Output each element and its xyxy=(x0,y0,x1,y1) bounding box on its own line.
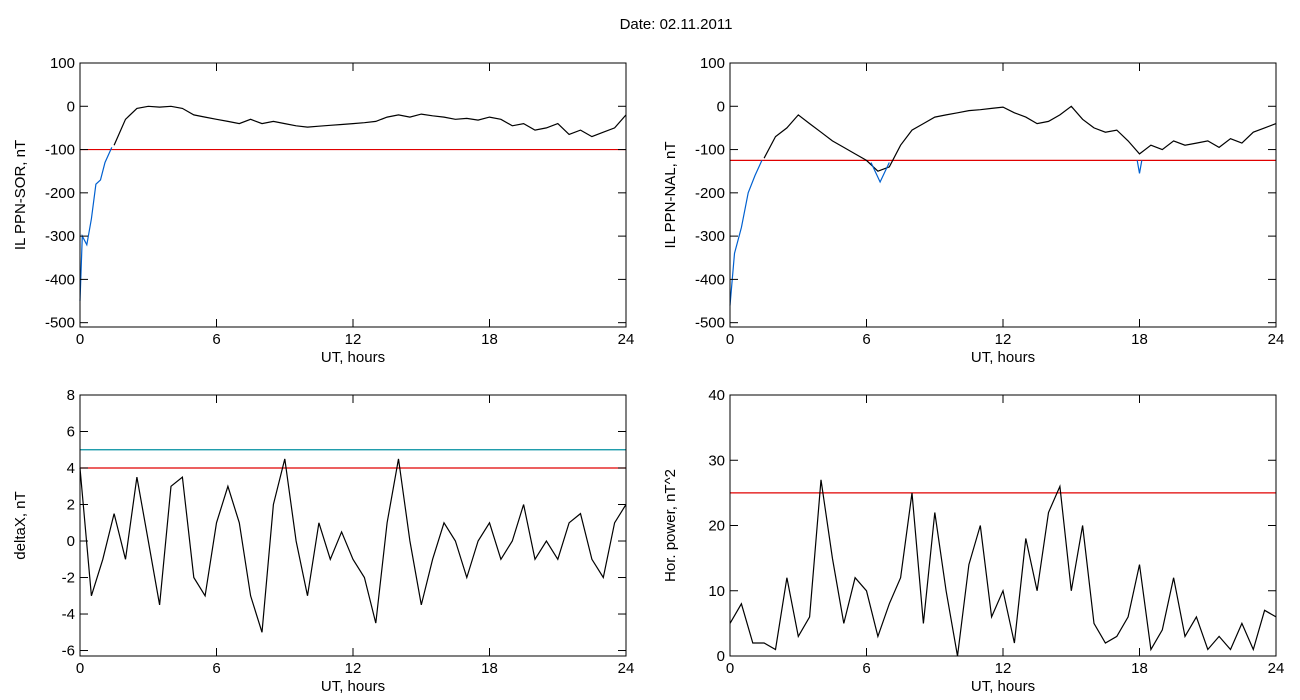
x-tick-label: 0 xyxy=(76,331,84,348)
x-axis-label: UT, hours xyxy=(971,349,1035,366)
x-axis-label: UT, hours xyxy=(321,678,385,695)
x-tick-label: 18 xyxy=(1131,660,1148,677)
x-tick-label: 12 xyxy=(995,660,1012,677)
y-tick-label: -2 xyxy=(62,570,75,587)
y-tick-label: 8 xyxy=(67,387,75,404)
data-line xyxy=(729,479,1277,657)
y-tick-label: -500 xyxy=(695,315,725,332)
y-tick-label: 0 xyxy=(67,533,75,550)
x-tick-label: 6 xyxy=(862,331,870,348)
x-tick-label: 24 xyxy=(1268,660,1285,677)
y-tick-label: 20 xyxy=(708,518,725,535)
data-line xyxy=(729,160,1143,306)
y-tick-label: 0 xyxy=(717,648,725,665)
x-tick-label: 6 xyxy=(212,660,220,677)
x-tick-label: 6 xyxy=(212,331,220,348)
data-line xyxy=(79,147,113,302)
x-tick-label: 24 xyxy=(618,660,635,677)
x-tick-label: 0 xyxy=(726,331,734,348)
y-tick-label: 4 xyxy=(67,460,75,477)
y-tick-label: 6 xyxy=(67,424,75,441)
x-tick-label: 12 xyxy=(345,660,362,677)
x-axis-label: UT, hours xyxy=(321,349,385,366)
y-tick-label: -100 xyxy=(45,142,75,159)
y-axis-label: IL PPN-NAL, nT xyxy=(662,142,679,249)
x-tick-label: 12 xyxy=(345,331,362,348)
y-tick-label: -400 xyxy=(695,271,725,288)
y-tick-label: -200 xyxy=(45,185,75,202)
y-axis-label: IL PPN-SOR, nT xyxy=(12,140,29,250)
y-tick-label: 0 xyxy=(717,98,725,115)
y-tick-label: 40 xyxy=(708,387,725,404)
plot-frame xyxy=(79,394,627,657)
x-tick-label: 0 xyxy=(76,660,84,677)
y-tick-label: -200 xyxy=(695,185,725,202)
plot-frame xyxy=(79,62,627,328)
x-axis-label: UT, hours xyxy=(971,678,1035,695)
y-tick-label: -4 xyxy=(62,606,75,623)
x-tick-label: 24 xyxy=(618,331,635,348)
y-tick-label: -500 xyxy=(45,315,75,332)
y-tick-label: 100 xyxy=(700,55,725,72)
x-tick-label: 0 xyxy=(726,660,734,677)
y-axis-label: Hor. power, nT^2 xyxy=(662,469,679,582)
data-line xyxy=(79,458,627,633)
data-line xyxy=(113,105,627,146)
y-tick-label: 10 xyxy=(708,583,725,600)
x-tick-label: 24 xyxy=(1268,331,1285,348)
plot-frame xyxy=(729,62,1277,328)
y-tick-label: -300 xyxy=(45,228,75,245)
x-tick-label: 18 xyxy=(1131,331,1148,348)
x-tick-label: 18 xyxy=(481,660,498,677)
x-tick-label: 12 xyxy=(995,331,1012,348)
figure-title: Date: 02.11.2011 xyxy=(620,16,733,33)
y-tick-label: -300 xyxy=(695,228,725,245)
y-tick-label: 0 xyxy=(67,98,75,115)
y-tick-label: -6 xyxy=(62,643,75,660)
y-tick-label: 2 xyxy=(67,497,75,514)
data-line xyxy=(763,105,1277,172)
x-tick-label: 18 xyxy=(481,331,498,348)
y-tick-label: -100 xyxy=(695,142,725,159)
x-tick-label: 6 xyxy=(862,660,870,677)
y-tick-label: 30 xyxy=(708,452,725,469)
plot-frame xyxy=(729,394,1277,657)
y-tick-label: 100 xyxy=(50,55,75,72)
y-axis-label: deltaX, nT xyxy=(12,491,29,559)
y-tick-label: -400 xyxy=(45,271,75,288)
